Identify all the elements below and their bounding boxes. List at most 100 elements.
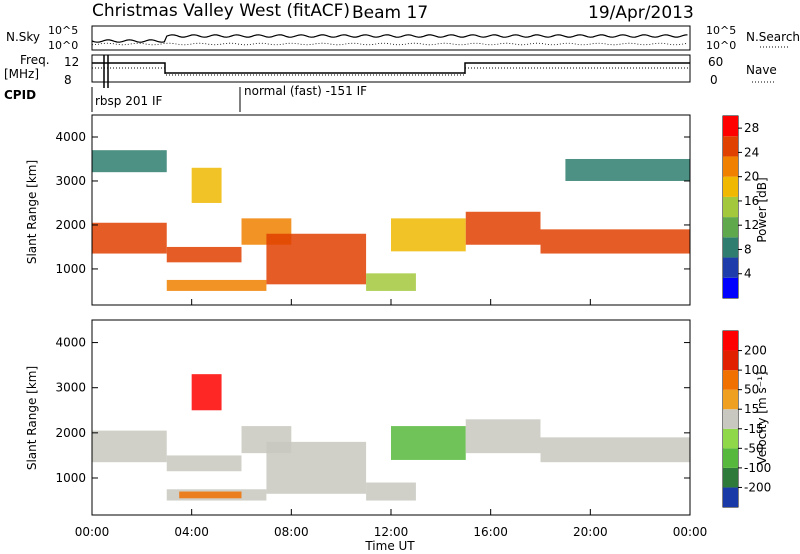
scatter-band-0	[92, 430, 167, 463]
y-tick-label-2000: 2000	[55, 426, 86, 440]
colorbar-tick-label-6: -100	[744, 461, 771, 475]
colorbar-segment-4	[723, 409, 738, 429]
colorbar-segment-5	[723, 389, 738, 410]
colorbar-tick-label-5: -50	[744, 441, 764, 455]
power-data	[92, 150, 690, 291]
colorbar-segment-6	[723, 156, 738, 177]
colorbar-tick-label-1: 8	[744, 242, 752, 256]
freq-unit-label: [MHz]	[4, 67, 39, 81]
colorbar-tick-label-0: 200	[744, 344, 767, 358]
scatter-band-7	[465, 419, 541, 454]
x-tick-label-1: 04:00	[174, 525, 209, 539]
colorbar-segment-1	[723, 467, 738, 488]
x-axis-label: Time UT	[364, 539, 415, 553]
noise-panel: N.Sky 10^5 10^0 10^5 10^0 N.Search	[6, 24, 800, 52]
scatter-band-1	[166, 246, 242, 263]
scatter-band-9	[191, 167, 222, 203]
y-tick-label-3000: 3000	[55, 381, 86, 395]
colorbar-segment-7	[723, 136, 738, 157]
scatter-band-9	[191, 374, 222, 411]
x-tick-label-2: 08:00	[274, 525, 309, 539]
noise-tick-high: 10^5	[48, 24, 78, 37]
nave-tick-high: 60	[708, 55, 723, 69]
y-tick-label-3000: 3000	[55, 174, 86, 188]
velocity-y-axis: 1000 2000 3000 4000	[55, 336, 690, 485]
cpid-label: CPID	[4, 88, 36, 102]
freq-label: Freq.	[20, 53, 50, 67]
scatter-band-3	[166, 279, 267, 291]
scatter-band-8	[540, 437, 690, 463]
colorbar-segment-8	[723, 331, 738, 351]
noise-search-line	[91, 42, 688, 46]
power-ylabel: Slant Range [km]	[25, 160, 39, 264]
colorbar-segment-7	[723, 350, 738, 371]
scatter-band-8	[540, 229, 690, 254]
nave-line	[92, 67, 690, 76]
date-label: 19/Apr/2013	[588, 3, 694, 23]
nave-label: Nave	[746, 63, 777, 77]
freq-line	[92, 62, 690, 74]
scatter-band-6	[391, 218, 466, 252]
velocity-data	[92, 374, 690, 501]
colorbar-segment-5	[723, 176, 738, 197]
figure-title: Christmas Valley West (fitACF)	[92, 1, 350, 21]
scatter-band-10	[92, 150, 167, 173]
colorbar-segment-1	[723, 257, 738, 278]
cpid-mode-2: normal (fast) -151 IF	[244, 84, 367, 98]
noise-tick-low: 10^0	[48, 39, 78, 52]
noise-tick-low-right: 10^0	[706, 39, 736, 52]
colorbar-segment-6	[723, 370, 738, 390]
scatter-band-11	[565, 158, 690, 181]
velocity-colorbar: 200 100 50 15 -15 -50 -100 -200	[723, 331, 771, 507]
noise-sky-line	[91, 34, 688, 43]
colorbar-tick-label-4: 20	[744, 170, 759, 184]
power-panel: 1000 2000 3000 4000 Slant Range [km] 4 8 12 16…	[25, 114, 769, 306]
power-y-axis: 1000 2000 3000 4000	[55, 130, 690, 276]
nave-tick-low: 0	[710, 73, 718, 87]
colorbar-segment-0	[723, 277, 738, 298]
colorbar-segment-0	[723, 487, 738, 507]
colorbar-segment-8	[723, 116, 738, 137]
scatter-band-7	[465, 211, 541, 245]
colorbar-tick-label-5: 24	[744, 145, 759, 159]
nsky-label: N.Sky	[6, 30, 40, 44]
colorbar-tick-label-3: 16	[744, 194, 759, 208]
colorbar-segment-2	[723, 448, 738, 468]
freq-panel: Freq. [MHz] 12 8 60 0 Nave	[4, 53, 777, 88]
scatter-band-5	[366, 482, 416, 501]
colorbar-tick-label-4: -15	[744, 422, 764, 436]
cpid-panel: CPID rbsp 201 IF normal (fast) -151 IF	[4, 84, 367, 112]
colorbar-segment-3	[723, 217, 738, 238]
nsearch-label: N.Search	[746, 30, 800, 44]
velocity-panel: 1000 2000 3000 4000 Slant Range [km] 200 100…	[25, 319, 771, 516]
beam-label: Beam 17	[352, 3, 428, 23]
colorbar-tick-label-1: 100	[744, 363, 767, 377]
colorbar-segment-4	[723, 196, 738, 218]
y-tick-label-4000: 4000	[55, 130, 86, 144]
y-tick-label-4000: 4000	[55, 336, 86, 350]
y-tick-label-2000: 2000	[55, 218, 86, 232]
scatter-band-4	[266, 233, 367, 285]
scatter-band-0	[92, 222, 167, 254]
x-tick-label-5: 20:00	[573, 525, 608, 539]
power-colorbar-label: Power [dB]	[755, 177, 769, 242]
scatter-band-4	[266, 441, 367, 494]
velocity-colorbar-label: Velocity [m s⁻¹]	[755, 371, 769, 464]
colorbar-tick-label-6: 28	[744, 121, 759, 135]
colorbar-segment-3	[723, 428, 738, 449]
scatter-band-5	[366, 273, 416, 291]
y-tick-label-1000: 1000	[55, 471, 86, 485]
time-x-axis: 00:00 04:00 08:00 12:00 16:00 20:00 00:00	[75, 299, 708, 539]
colorbar-tick-label-3: 15	[744, 402, 759, 416]
colorbar-tick-label-7: -200	[744, 480, 771, 494]
freq-tick-high: 12	[64, 55, 79, 69]
velocity-ylabel: Slant Range [km]	[25, 366, 39, 470]
colorbar-tick-label-2: 50	[744, 383, 759, 397]
x-tick-label-4: 16:00	[473, 525, 508, 539]
x-tick-label-3: 12:00	[374, 525, 409, 539]
noise-tick-high-right: 10^5	[706, 24, 736, 37]
power-colorbar: 4 8 12 16 20 24 28	[723, 116, 759, 298]
scatter-band-10	[179, 491, 242, 499]
x-tick-label-6: 00:00	[673, 525, 708, 539]
